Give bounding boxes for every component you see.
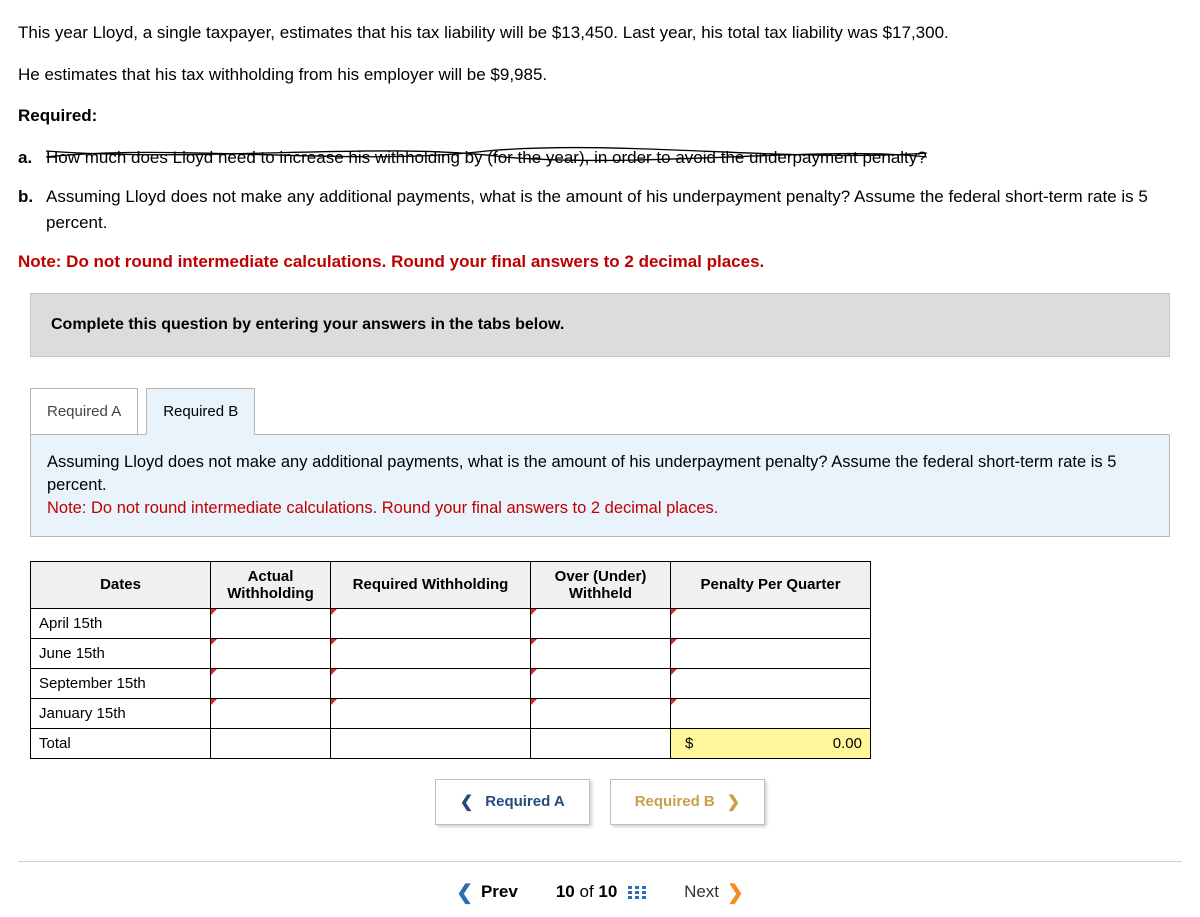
subquestion-a: a. How much does Lloyd need to increase … <box>18 145 1182 171</box>
cell-penalty-3[interactable] <box>671 668 871 698</box>
row-date-1: April 15th <box>31 608 211 638</box>
th-actual-withholding: Actual Withholding <box>211 561 331 608</box>
table-row: June 15th <box>31 638 871 668</box>
pager-next[interactable]: Next ❯ <box>684 880 744 905</box>
th-required-withholding: Required Withholding <box>331 561 531 608</box>
cell-required-2[interactable] <box>331 638 531 668</box>
instruction-box: Complete this question by entering your … <box>30 293 1170 357</box>
chevron-left-icon: ❮ <box>460 792 473 812</box>
tab-required-b[interactable]: Required B <box>146 388 255 435</box>
input-marker-icon <box>331 609 337 615</box>
question-text: This year Lloyd, a single taxpayer, esti… <box>18 20 1182 275</box>
input-marker-icon <box>331 669 337 675</box>
cell-over-1[interactable] <box>531 608 671 638</box>
pager-current: 10 <box>556 882 575 901</box>
input-marker-icon <box>331 699 337 705</box>
answer-table: Dates Actual Withholding Required Withho… <box>30 561 871 759</box>
pager-count: 10 of 10 <box>556 882 646 902</box>
table-row: September 15th <box>31 668 871 698</box>
th-penalty: Penalty Per Quarter <box>671 561 871 608</box>
th-dates: Dates <box>31 561 211 608</box>
pager-prev[interactable]: ❮ Prev <box>456 880 518 905</box>
input-marker-icon <box>531 609 537 615</box>
row-date-4: January 15th <box>31 698 211 728</box>
chevron-right-icon: ❯ <box>727 880 744 905</box>
subq-b-text: Assuming Lloyd does not make any additio… <box>46 184 1182 235</box>
pager: ❮ Prev 10 of 10 Next ❯ <box>18 861 1182 917</box>
subq-b-letter: b. <box>18 184 40 235</box>
cell-penalty-1[interactable] <box>671 608 871 638</box>
input-marker-icon <box>531 639 537 645</box>
cell-actual-1[interactable] <box>211 608 331 638</box>
cell-total-over <box>531 728 671 758</box>
cell-required-1[interactable] <box>331 608 531 638</box>
input-marker-icon <box>531 699 537 705</box>
cell-actual-3[interactable] <box>211 668 331 698</box>
chevron-right-icon: ❯ <box>727 792 740 812</box>
row-date-3: September 15th <box>31 668 211 698</box>
next-step-button[interactable]: Required B ❯ <box>610 779 765 825</box>
cell-penalty-2[interactable] <box>671 638 871 668</box>
input-marker-icon <box>331 639 337 645</box>
cell-total-actual <box>211 728 331 758</box>
next-step-label: Required B <box>635 793 715 810</box>
prev-step-button[interactable]: ❮ Required A <box>435 779 590 825</box>
cell-total-penalty: $ 0.00 <box>671 728 871 758</box>
cell-over-2[interactable] <box>531 638 671 668</box>
step-nav: ❮ Required A Required B ❯ <box>18 779 1182 825</box>
row-date-2: June 15th <box>31 638 211 668</box>
table-row-total: Total $ 0.00 <box>31 728 871 758</box>
cell-actual-2[interactable] <box>211 638 331 668</box>
cell-required-4[interactable] <box>331 698 531 728</box>
table-row: January 15th <box>31 698 871 728</box>
tabs-row: Required A Required B <box>30 387 1182 434</box>
total-dollar-sign: $ <box>685 735 693 752</box>
cell-required-3[interactable] <box>331 668 531 698</box>
question-para-2: He estimates that his tax withholding fr… <box>18 62 1182 88</box>
input-marker-icon <box>671 669 677 675</box>
input-marker-icon <box>211 639 217 645</box>
subq-a-text-wrap: How much does Lloyd need to increase his… <box>46 145 927 171</box>
tab-b-line2: Note: Do not round intermediate calculat… <box>47 499 718 517</box>
th-over-under: Over (Under) Withheld <box>531 561 671 608</box>
input-marker-icon <box>211 699 217 705</box>
cell-over-3[interactable] <box>531 668 671 698</box>
question-para-1: This year Lloyd, a single taxpayer, esti… <box>18 20 1182 46</box>
cell-total-required <box>331 728 531 758</box>
note-text: Note: Do not round intermediate calculat… <box>18 249 1182 275</box>
input-marker-icon <box>211 669 217 675</box>
tab-required-a[interactable]: Required A <box>30 388 138 435</box>
input-marker-icon <box>671 639 677 645</box>
subq-a-letter: a. <box>18 145 40 171</box>
input-marker-icon <box>211 609 217 615</box>
tab-b-line1: Assuming Lloyd does not make any additio… <box>47 453 1116 494</box>
prev-step-label: Required A <box>485 793 564 810</box>
pager-of: of <box>579 882 593 901</box>
table-row: April 15th <box>31 608 871 638</box>
cell-actual-4[interactable] <box>211 698 331 728</box>
row-total-label: Total <box>31 728 211 758</box>
total-value: 0.00 <box>833 735 862 752</box>
input-marker-icon <box>531 669 537 675</box>
pager-next-label: Next <box>684 882 719 902</box>
tab-b-panel: Assuming Lloyd does not make any additio… <box>30 434 1170 537</box>
required-label: Required: <box>18 103 1182 129</box>
input-marker-icon <box>671 699 677 705</box>
cell-penalty-4[interactable] <box>671 698 871 728</box>
subq-a-text: How much does Lloyd need to increase his… <box>46 148 927 167</box>
input-marker-icon <box>671 609 677 615</box>
subquestion-b: b. Assuming Lloyd does not make any addi… <box>18 184 1182 235</box>
pager-total: 10 <box>598 882 617 901</box>
chevron-left-icon: ❮ <box>456 880 473 905</box>
cell-over-4[interactable] <box>531 698 671 728</box>
pager-prev-label: Prev <box>481 882 518 902</box>
